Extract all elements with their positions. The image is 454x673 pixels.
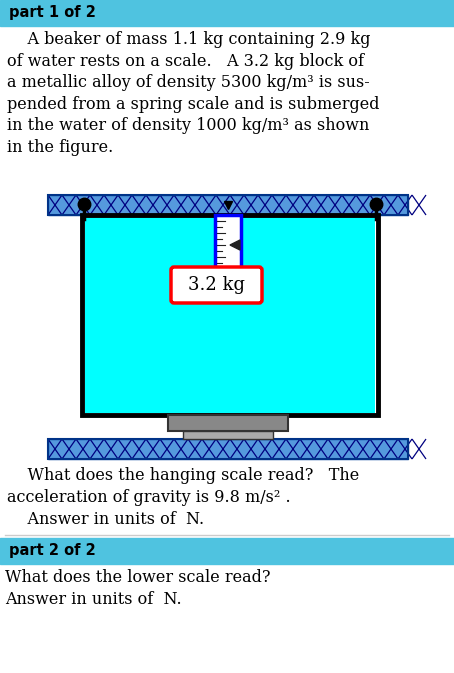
Bar	[85, 217, 375, 413]
Text: What does the hanging scale read?   The
acceleration of gravity is 9.8 m/s² .
  : What does the hanging scale read? The ac…	[7, 467, 359, 528]
Text: 3.2 kg: 3.2 kg	[188, 276, 245, 294]
Text: A beaker of mass 1.1 kg containing 2.9 kg
of water rests on a scale.   A 3.2 kg : A beaker of mass 1.1 kg containing 2.9 k…	[7, 31, 380, 155]
FancyBboxPatch shape	[171, 267, 262, 303]
Bar	[82, 215, 378, 415]
Text: part 1 of 2: part 1 of 2	[9, 5, 96, 20]
Bar	[183, 431, 273, 439]
Bar	[215, 215, 241, 275]
Bar	[168, 415, 288, 431]
Bar	[0, 0, 454, 26]
Bar	[48, 195, 408, 215]
Text: What does the lower scale read?
Answer in units of  N.: What does the lower scale read? Answer i…	[5, 569, 271, 608]
Polygon shape	[230, 240, 240, 250]
Bar	[0, 538, 454, 564]
Bar	[48, 195, 408, 215]
Text: part 2 of 2: part 2 of 2	[9, 544, 96, 559]
Bar	[48, 439, 408, 459]
Bar	[48, 439, 408, 459]
